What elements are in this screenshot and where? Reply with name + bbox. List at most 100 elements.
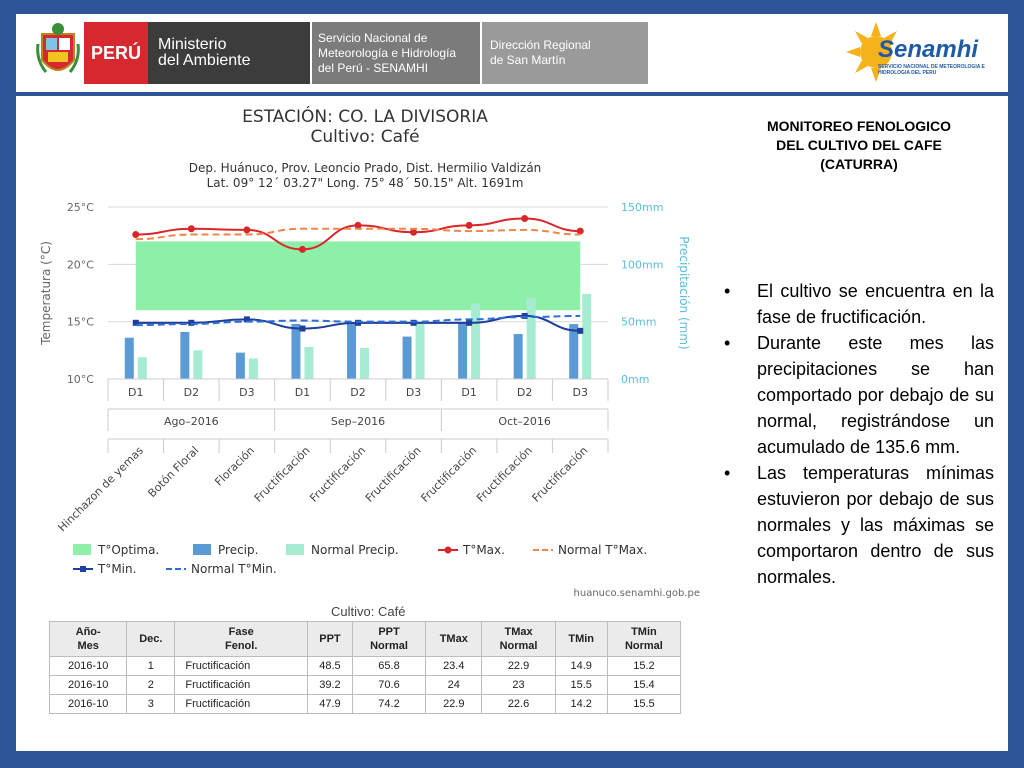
table-cell: 48.5 <box>306 656 353 676</box>
x-tick-label: D3 <box>572 386 587 399</box>
table-header-cell: Dec. <box>126 621 176 657</box>
t-min-point <box>132 319 139 326</box>
table-header-cell: PPT <box>306 621 353 657</box>
header-banner: PERÚ Ministerio del Ambiente Servicio Na… <box>16 14 1008 92</box>
y2-axis-title: Precipitación (mm) <box>677 236 691 349</box>
normal-precip-bar <box>360 348 369 379</box>
table-header-text: PPT <box>378 626 400 638</box>
normal-precip-bar <box>248 358 258 379</box>
side-title-line-2: DEL CULTIVO DEL CAFE <box>776 137 942 153</box>
table-cell: 2 <box>126 675 176 695</box>
table-cell: 15.5 <box>554 675 608 695</box>
phase-label: Fructificación <box>363 444 424 505</box>
precip-bar <box>235 352 245 379</box>
table-header-cell: TMax <box>425 621 483 657</box>
legend-label: Precip. <box>218 543 258 557</box>
legend-label: Normal Precip. <box>311 543 399 557</box>
summary-list: El cultivo se encuentra en la fase de fr… <box>722 278 994 590</box>
table-header-text: PPT <box>319 633 341 645</box>
group-label: Oct–2016 <box>498 415 551 428</box>
x-tick-label: D1 <box>128 386 143 399</box>
normal-precip-bar <box>415 322 425 379</box>
chart-credit: huanuco.senamhi.gob.pe <box>574 588 700 599</box>
table-cell: 70.6 <box>351 675 427 695</box>
side-title-line-3: (CATURRA) <box>820 156 898 172</box>
ministry-label: Ministerio del Ambiente <box>148 22 310 84</box>
phase-label: Hinchazon de yemas <box>56 444 147 535</box>
t-min-point <box>521 312 528 319</box>
legend-marker <box>80 566 86 572</box>
normal-precip-bar <box>137 357 147 379</box>
normal-t-min-line <box>135 314 581 327</box>
table-cell: 47.9 <box>306 694 353 714</box>
normal-precip-bar <box>471 303 481 379</box>
senamhi-line-1: Servicio Nacional de <box>318 30 428 45</box>
table-row: 2016-10 2 Fructificación 39.2 70.6 24 23 15.5 15… <box>48 675 682 695</box>
legend-marker <box>444 546 452 554</box>
t-max-point <box>187 225 195 233</box>
table-header-cell: Fase Fenol. <box>174 621 308 657</box>
table-cell: 22.6 <box>481 694 556 714</box>
table-cell: 22.9 <box>481 656 556 676</box>
y2-tick-label: 150mm <box>621 201 663 214</box>
table-header-cell: TMax Normal <box>481 621 556 657</box>
table-header-text: TMin <box>631 626 657 638</box>
y-tick-label: 10°C <box>67 373 94 386</box>
group-label: Ago–2016 <box>164 415 219 428</box>
table-header-cell: TMin Normal <box>606 621 682 657</box>
precip-bar <box>458 323 468 379</box>
table-header-row: Año- Mes Dec. Fase Fenol. PPT PPT Normal TMax TMa… <box>48 621 682 657</box>
senamhi-line-3: del Perú - SENAMHI <box>318 60 429 75</box>
table-cell: 2016-10 <box>48 694 128 714</box>
x-tick-label: D1 <box>295 386 310 399</box>
precip-bar <box>291 323 301 379</box>
table-header-text: Normal <box>370 640 408 652</box>
y-axis-title: Temperatura (°C) <box>39 241 53 346</box>
table-cell: 23 <box>481 675 556 695</box>
senamhi-logo-icon <box>846 22 897 82</box>
x-tick-label: D2 <box>350 386 365 399</box>
x-tick-label: D3 <box>239 386 254 399</box>
coat-of-arms-icon <box>36 23 80 73</box>
normal-precip-bar <box>193 350 203 379</box>
table-row: 2016-10 1 Fructificación 48.5 65.8 23.4 22.9 14… <box>48 656 682 676</box>
table-cell: 15.2 <box>606 656 682 676</box>
x-tick-label: D3 <box>406 386 421 399</box>
ministry-line-1: Ministerio <box>158 36 227 53</box>
senamhi-label: Servicio Nacional de Meteorología e Hidr… <box>312 22 480 84</box>
y2-tick-label: 100mm <box>621 258 663 271</box>
t-max-point <box>243 226 251 234</box>
table-cell: 65.8 <box>351 656 427 676</box>
table-cell: 24 <box>425 675 483 695</box>
t-max-point <box>465 221 473 229</box>
precip-bar <box>347 322 356 379</box>
phase-label: Botón Floral <box>145 444 201 500</box>
t-min-point <box>410 319 417 326</box>
table-header-text: Año- <box>75 626 101 638</box>
legend-label: T°Optima. <box>97 543 159 557</box>
table-header-cell: TMin <box>554 621 608 657</box>
regional-label: Dirección Regional de San Martín <box>482 22 648 84</box>
normal-precip-bar <box>526 298 536 379</box>
precip-bar <box>124 337 134 379</box>
normal-t-max-line <box>135 227 581 241</box>
summary-item: Las temperaturas mínimas estuvieron por … <box>722 460 994 590</box>
table-cell: 2016-10 <box>48 656 128 676</box>
t-max-point <box>521 214 529 222</box>
precip-bar <box>513 334 523 379</box>
data-table: Año- Mes Dec. Fase Fenol. PPT PPT Normal TMax TMa… <box>48 621 682 714</box>
precip-bar <box>402 336 412 379</box>
t-min-point <box>243 316 250 323</box>
legend-label: T°Min. <box>97 562 136 576</box>
peru-label: PERÚ <box>84 22 148 84</box>
precip-bar <box>180 331 190 379</box>
table-header-text: TMax <box>439 633 468 645</box>
table-cell: 15.4 <box>606 675 682 695</box>
table-header-text: TMin <box>568 633 595 645</box>
y2-tick-label: 0mm <box>621 373 649 386</box>
table-cell: 22.9 <box>425 694 483 714</box>
ministry-line-2: del Ambiente <box>158 52 251 69</box>
legend-swatch <box>286 544 304 555</box>
t-max-point <box>132 231 140 239</box>
logo-subtitle: SERVICIO NACIONAL DE METEOROLOGIA E HIDR… <box>878 64 985 76</box>
